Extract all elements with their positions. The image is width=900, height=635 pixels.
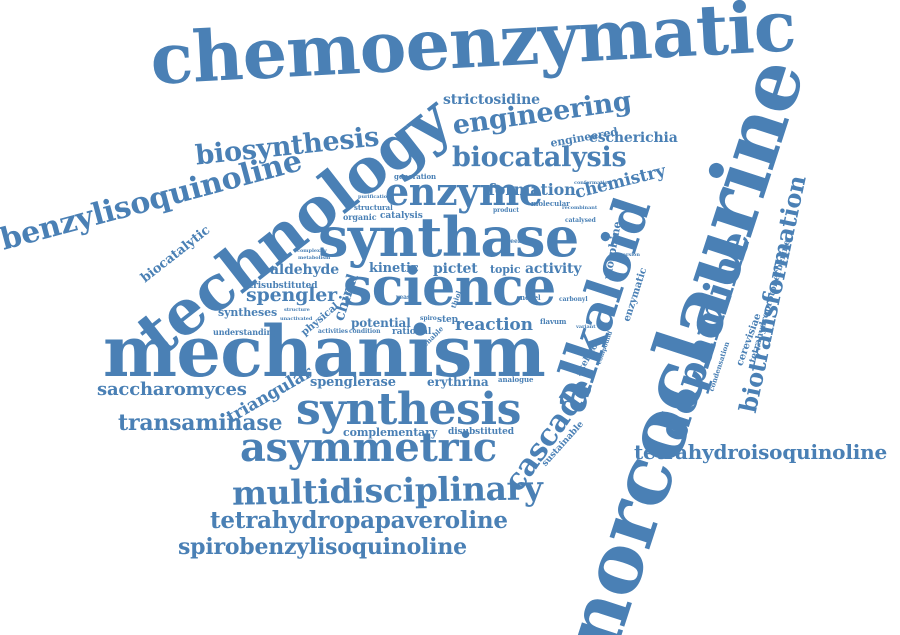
word-spiro: spiro (420, 315, 437, 322)
word-carbonyl: carbonyl (559, 296, 588, 303)
word-molecular: molecular (531, 199, 570, 208)
word-organic: organic (343, 212, 377, 222)
word-analogue: analogue (498, 375, 534, 384)
word-topic: topic (490, 263, 521, 276)
word-spirobenzylisoquinoline: spirobenzylisoquinoline (178, 534, 467, 560)
word-science: science (343, 257, 556, 318)
word-saccharomyces: saccharomyces (97, 379, 247, 400)
word-variant: variant (576, 324, 596, 330)
word-strictosidine: strictosidine (443, 92, 540, 108)
word-green: green (503, 238, 523, 245)
word-rational: rational (392, 327, 432, 337)
word-erythrina: erythrina (427, 375, 489, 389)
word-catalysis: catalysis (380, 211, 423, 221)
word-yeast: yeast (396, 294, 414, 301)
word-enzyme: enzyme (385, 169, 543, 214)
word-asymmetric: asymmetric (240, 424, 497, 471)
word-aldehyde: aldehyde (270, 262, 339, 278)
word-understanding: understanding (213, 327, 278, 337)
word-novel: novel (520, 293, 541, 302)
word-spenglerase: spenglerase (310, 375, 396, 390)
word-catalysed: catalysed (565, 217, 596, 224)
word-syntheses: syntheses (218, 306, 278, 319)
word-complexity: complexity (297, 248, 327, 254)
word-activities: activities (318, 328, 349, 335)
word-flavum: flavum (540, 317, 567, 326)
word-generation: generation (394, 172, 437, 181)
word-mechanism: mechanism (103, 310, 546, 393)
word-complementary: complementary (343, 426, 438, 439)
word-activity: activity (525, 261, 582, 277)
word-synthase: synthase (318, 205, 579, 269)
word-structure: structure (284, 307, 310, 313)
word-conversion: conversion (610, 252, 640, 258)
word-step: step (437, 315, 458, 325)
word-chemoenzymatic: chemoenzymatic (148, 0, 798, 101)
word-spengler: spengler (246, 284, 337, 306)
word-recombinant: recombinant (562, 205, 598, 211)
word-transaminase: transaminase (118, 410, 283, 436)
word-product: product (493, 207, 519, 214)
word-metabolism: metabolism (298, 255, 331, 261)
word-reaction: reaction (455, 315, 533, 335)
word-synthesis: synthesis (296, 384, 521, 435)
word-escherichia: escherichia (589, 130, 678, 146)
word-condition: condition (349, 328, 381, 335)
word-biocatalysis: biocatalysis (452, 142, 627, 173)
word-disubstituted: disubstituted (448, 427, 514, 437)
word-pictet: pictet (433, 261, 478, 277)
word-structural: structural (354, 203, 393, 212)
word-potential: potential (351, 316, 411, 330)
word-conformation: conformation (574, 180, 612, 186)
word-formation: formation (488, 180, 576, 199)
word-unactivated: unactivated (280, 316, 313, 322)
word-purification: purification (358, 194, 391, 200)
word-trisubstituted: trisubstituted (249, 281, 318, 291)
word-kinetic: kinetic (369, 261, 419, 276)
word-tetrahydroisoquinoline: tetrahydroisoquinoline (634, 440, 887, 464)
word-tetrahydropapaveroline: tetrahydropapaveroline (210, 507, 508, 534)
